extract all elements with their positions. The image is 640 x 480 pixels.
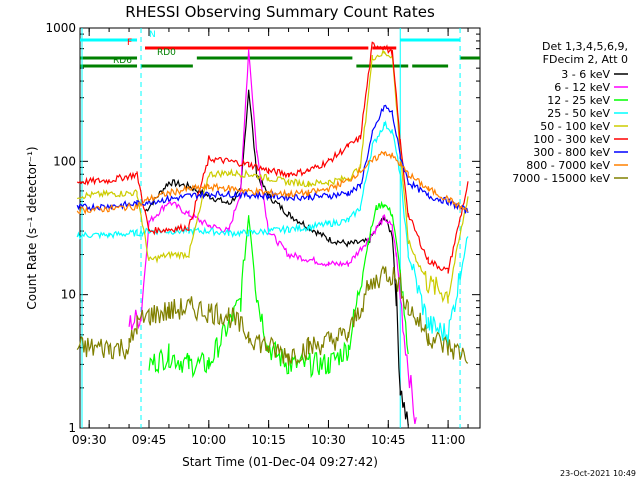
- legend-entry-100-300-kev: 100 - 300 keV: [533, 133, 610, 146]
- legend-entry-7000-15000-kev: 7000 - 15000 keV: [512, 172, 610, 185]
- axes: 1 10 100 1000 09:30 09:45 10:00 10:15 10:30 10:45…: [45, 21, 481, 447]
- legend-entry-25-50-kev: 25 - 50 keV: [547, 107, 610, 120]
- series-line-800-7000-kev: [76, 150, 469, 216]
- legend-entry-6-12-kev: 6 - 12 keV: [554, 81, 610, 94]
- legend-entry-50-100-kev: 50 - 100 keV: [540, 120, 610, 133]
- flag-label-n: N: [149, 30, 156, 40]
- series-lines: [76, 41, 469, 426]
- x-tick-label: 10:45: [371, 433, 406, 447]
- x-tick-label: 10:15: [251, 433, 286, 447]
- y-axis-label: Count Rate (s⁻¹ detector⁻¹): [25, 146, 39, 309]
- vertical-markers: [81, 28, 461, 428]
- legend-entry-300-800-kev: 300 - 800 keV: [533, 146, 610, 159]
- legend-entry-3-6-kev: 3 - 6 keV: [561, 68, 610, 81]
- x-tick-label: 11:00: [431, 433, 466, 447]
- series-line-300-800-kev: [76, 104, 469, 214]
- flag-label-rd6: RD6: [113, 56, 132, 66]
- series-line-7000-15000-kev: [76, 265, 469, 366]
- legend-entry-12-25-kev: 12 - 25 keV: [547, 94, 610, 107]
- legend: Det 1,3,4,5,6,9,FDecim 2, Att 0 3 - 6 keV…: [512, 40, 628, 185]
- y-tick-label: 10: [61, 288, 76, 302]
- y-tick-label: 100: [53, 154, 76, 168]
- series-line-12-25-kev: [148, 200, 409, 379]
- x-tick-label: 10:30: [311, 433, 346, 447]
- x-tick-label: 09:45: [132, 433, 167, 447]
- x-tick-label: 09:30: [72, 433, 107, 447]
- y-tick-label: 1: [68, 421, 76, 435]
- x-tick-label: 10:00: [192, 433, 227, 447]
- series-line-50-100-kev: [76, 48, 469, 304]
- chart-title: RHESSI Observing Summary Count Rates: [125, 3, 435, 21]
- legend-title-line: FDecim 2, Att 0: [543, 53, 628, 66]
- flag-bars: N F RD0 RD6: [80, 30, 480, 68]
- footer-timestamp: 23-Oct-2021 10:49: [560, 469, 636, 478]
- y-tick-label: 1000: [45, 21, 76, 35]
- flag-label-rd0: RD0: [157, 48, 176, 58]
- plot-frame: [79, 27, 481, 429]
- x-axis-label: Start Time (01-Dec-04 09:27:42): [182, 455, 378, 469]
- series-line-100-300-kev: [76, 41, 469, 274]
- legend-entry-800-7000-kev: 800 - 7000 keV: [526, 159, 610, 172]
- flag-label-f: F: [127, 38, 132, 48]
- legend-title-line: Det 1,3,4,5,6,9,: [542, 40, 628, 53]
